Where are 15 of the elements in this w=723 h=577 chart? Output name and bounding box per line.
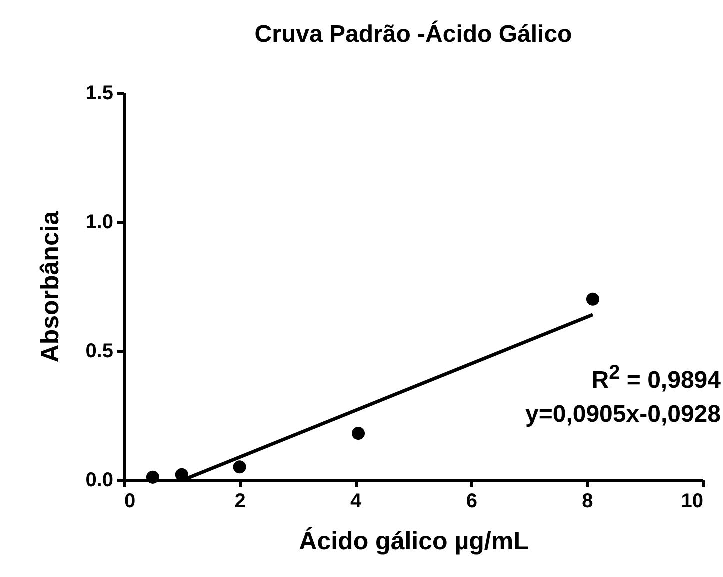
annotation: y=0,0905x-0,0928 [525,400,721,430]
annotation: R$^{2}$ = 0,9894 [590,361,721,396]
y-axis-title: Absorbância [36,210,65,363]
chart-title: Cruva Padrão -Ácido Gálico [254,20,572,48]
x-tick-label: 8 [582,490,594,512]
y-tick-label: 1.5 [86,82,114,104]
x-tick-label: 0 [124,490,136,512]
x-tick-label: 4 [350,490,363,512]
x-tick-label: 6 [466,490,478,512]
y-tick-label: 1.0 [86,212,114,234]
x-axis-title: Ácido gálico µg/mL [299,526,529,556]
y-tick-label: 0.0 [86,470,114,492]
y-tick-label: 0.5 [86,340,114,362]
x-tick-label: 10 [681,490,704,512]
x-tick-label: 2 [234,490,246,512]
